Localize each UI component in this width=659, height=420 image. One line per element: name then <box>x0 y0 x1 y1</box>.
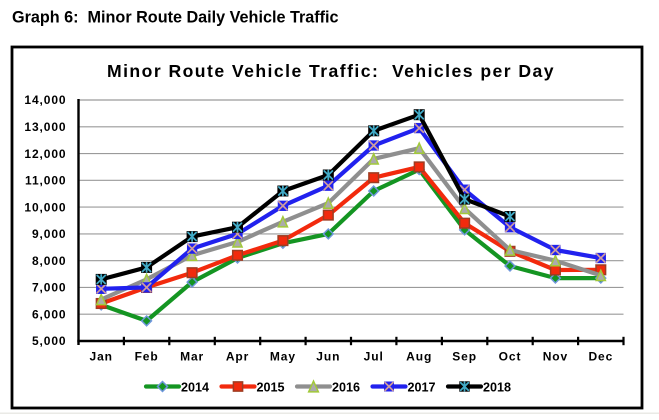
svg-text:12,000: 12,000 <box>24 147 66 161</box>
svg-text:8,000: 8,000 <box>32 254 67 268</box>
svg-text:2018: 2018 <box>483 381 511 395</box>
svg-text:Jul: Jul <box>364 350 384 364</box>
svg-text:9,000: 9,000 <box>32 227 67 241</box>
svg-text:Apr: Apr <box>226 350 249 364</box>
svg-text:10,000: 10,000 <box>24 200 66 214</box>
svg-text:Oct: Oct <box>499 350 522 364</box>
svg-text:2016: 2016 <box>332 381 360 395</box>
svg-text:Sep: Sep <box>452 350 477 364</box>
svg-text:Aug: Aug <box>406 350 432 364</box>
svg-text:Jun: Jun <box>316 350 340 364</box>
svg-text:6,000: 6,000 <box>32 307 67 321</box>
svg-text:5,000: 5,000 <box>32 334 67 348</box>
svg-text:Nov: Nov <box>543 350 568 364</box>
svg-text:7,000: 7,000 <box>32 281 67 295</box>
svg-text:14,000: 14,000 <box>24 93 66 107</box>
svg-text:Dec: Dec <box>588 350 613 364</box>
svg-text:Jan: Jan <box>90 350 113 364</box>
svg-text:2014: 2014 <box>181 381 209 395</box>
svg-text:Mar: Mar <box>180 350 204 364</box>
svg-text:2015: 2015 <box>257 381 285 395</box>
svg-text:13,000: 13,000 <box>24 120 66 134</box>
svg-text:May: May <box>270 350 296 364</box>
svg-text:11,000: 11,000 <box>25 174 66 188</box>
svg-text:Graph 6: Minor Route Daily Ve: Graph 6: Minor Route Daily Vehicle Traff… <box>12 9 339 27</box>
svg-text:Feb: Feb <box>135 350 159 364</box>
svg-text:2017: 2017 <box>408 381 436 395</box>
svg-text:Minor Route Vehicle Traffic:: Minor Route Vehicle Traffic: Vehicles pe… <box>107 61 555 81</box>
